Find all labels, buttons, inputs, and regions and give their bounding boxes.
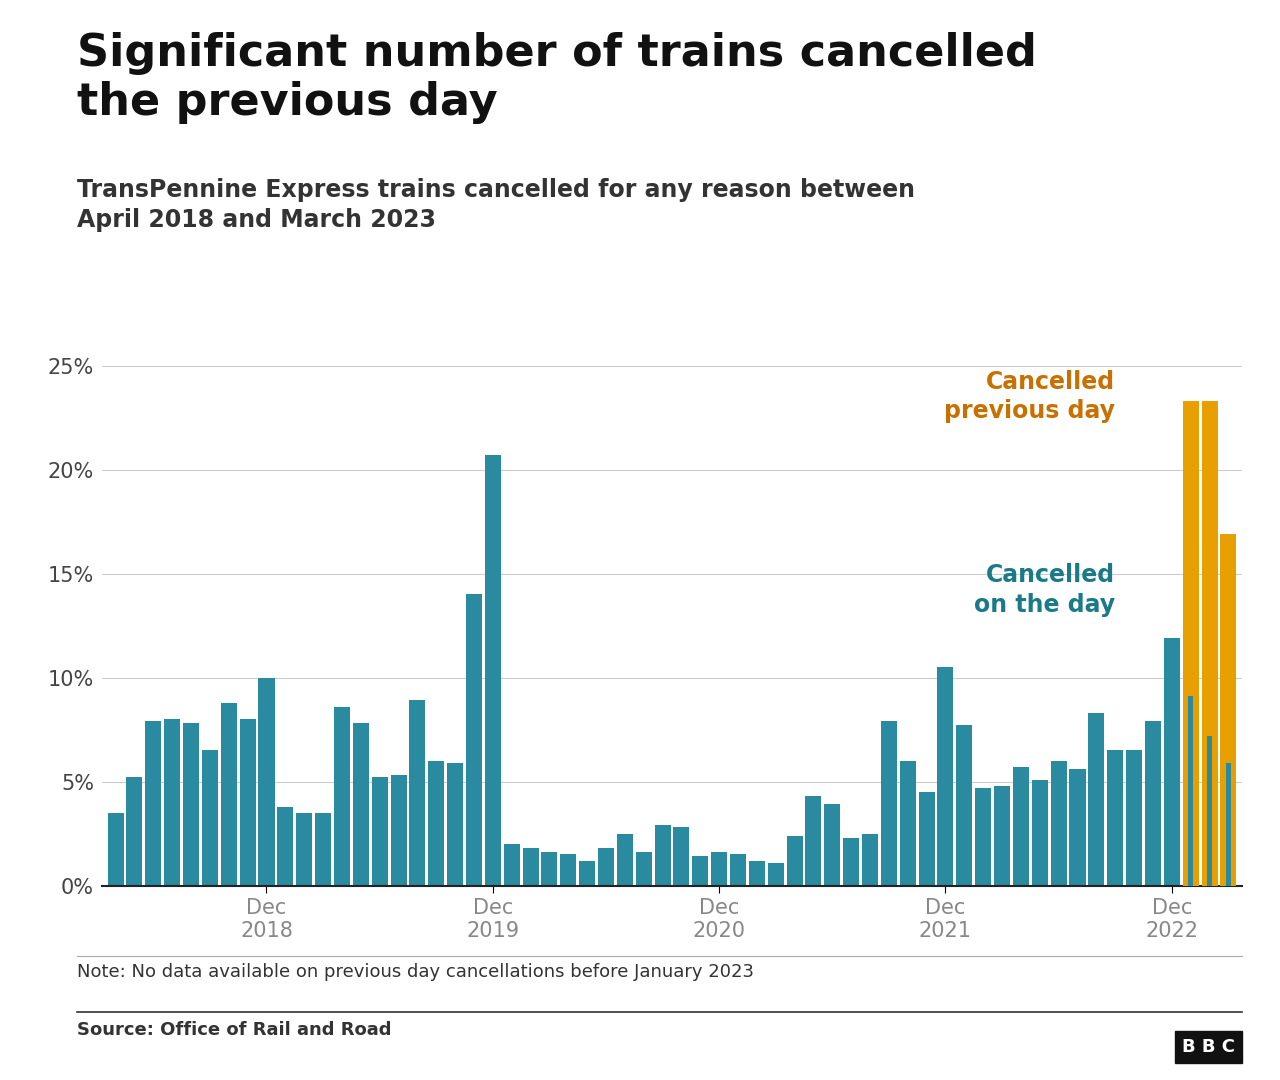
Text: B B C: B B C [1183,1038,1235,1056]
Bar [730,854,746,886]
Bar [1032,780,1048,886]
Bar [353,724,369,886]
Bar [522,848,539,886]
Bar [975,787,991,886]
Bar [861,834,878,886]
Text: Significant number of trains cancelled
the previous day: Significant number of trains cancelled t… [77,32,1037,123]
Bar [1012,767,1029,886]
Bar [485,455,500,886]
Bar [259,677,274,886]
Bar [1220,762,1236,886]
Text: Cancelled
on the day: Cancelled on the day [974,563,1115,617]
Bar [541,852,557,886]
Text: Cancelled
previous day: Cancelled previous day [945,369,1115,423]
Text: TransPennine Express trains cancelled for any reason between
April 2018 and Marc: TransPennine Express trains cancelled fo… [77,178,915,232]
Bar [239,719,256,886]
Bar [561,854,576,886]
Bar [995,786,1010,886]
Bar [1202,401,1217,886]
Bar [712,852,727,886]
Bar [1070,769,1085,886]
Bar [1088,713,1105,886]
Bar [900,760,915,886]
Bar [1207,735,1212,886]
Bar [1183,697,1198,886]
Bar [146,721,161,886]
Text: Note: No data available on previous day cancellations before January 2023: Note: No data available on previous day … [77,963,754,982]
Bar [673,827,690,886]
Bar [749,861,765,886]
Bar [447,762,463,886]
Bar [334,706,349,886]
Bar [1202,735,1217,886]
Bar [654,825,671,886]
Bar [1051,760,1066,886]
Bar [466,594,483,886]
Bar [956,726,973,886]
Bar [1188,697,1193,886]
Bar [1225,762,1231,886]
Bar [636,852,652,886]
Bar [824,805,841,886]
Bar [108,813,124,886]
Bar [183,724,200,886]
Bar [881,721,897,886]
Bar [805,796,822,886]
Bar [315,813,332,886]
Bar [692,856,708,886]
Bar [1164,638,1180,886]
Bar [410,701,425,886]
Bar [937,667,954,886]
Bar [1183,401,1198,886]
Bar [390,775,407,886]
Bar [429,760,444,886]
Bar [768,863,783,886]
Bar [503,843,520,886]
Bar [1144,721,1161,886]
Bar [919,792,934,886]
Bar [1107,751,1124,886]
Text: Source: Office of Rail and Road: Source: Office of Rail and Road [77,1021,392,1039]
Bar [296,813,312,886]
Bar [617,834,632,886]
Bar [598,848,614,886]
Bar [844,838,859,886]
Bar [371,778,388,886]
Bar [202,751,218,886]
Bar [278,807,293,886]
Bar [127,778,142,886]
Bar [787,836,803,886]
Bar [220,703,237,886]
Bar [1220,535,1236,886]
Bar [164,719,180,886]
Bar [1126,751,1142,886]
Bar [579,861,595,886]
